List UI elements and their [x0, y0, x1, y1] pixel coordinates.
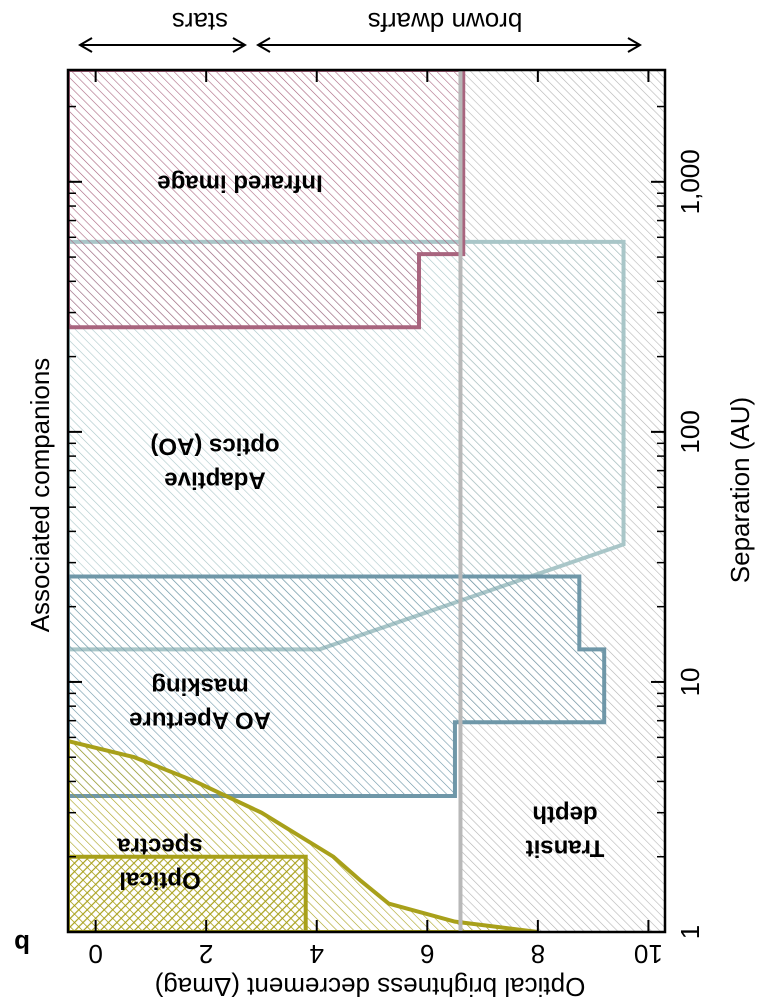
arrow-head [627, 37, 642, 53]
mag-tick-label: 8 [531, 939, 545, 969]
mag-tick-label: 6 [420, 939, 434, 969]
regions [68, 70, 665, 932]
region-label: Adaptive [164, 467, 265, 494]
region-label: AO Aperture [129, 707, 271, 734]
sep-tick-label: 100 [675, 410, 705, 453]
region-label: Optical [119, 867, 200, 894]
value-axis-label: Optical brightness decrement (Δmag) [155, 972, 586, 1002]
arrow-head [232, 37, 247, 53]
sep-tick-label: 1,000 [675, 149, 705, 214]
side-label: Associated companions [25, 358, 55, 633]
sep-axis-label: Separation (AU) [725, 397, 755, 583]
arrow-head [78, 37, 93, 53]
sep-tick-label: 1 [675, 925, 705, 939]
region [68, 70, 466, 330]
region [68, 574, 607, 798]
region-label: depth [532, 801, 597, 828]
panel-label: b [14, 929, 30, 959]
region-label: optics (AO) [150, 433, 279, 460]
region-label: spectra [117, 833, 203, 860]
plot-frame [66, 68, 667, 934]
mag-tick-label: 0 [88, 939, 102, 969]
region-label: masking [151, 673, 248, 700]
region-label: Transit [526, 835, 605, 862]
arrow-label: stars [172, 7, 228, 37]
arrow-label: brown dwarfs [368, 7, 523, 37]
sep-tick-label: 10 [675, 667, 705, 696]
mag-tick-label: 10 [634, 939, 663, 969]
region-label: Infrared image [157, 170, 322, 197]
mag-tick-label: 4 [310, 939, 324, 969]
mag-tick-label: 2 [199, 939, 213, 969]
arrow-head [256, 37, 271, 53]
region [68, 739, 539, 932]
